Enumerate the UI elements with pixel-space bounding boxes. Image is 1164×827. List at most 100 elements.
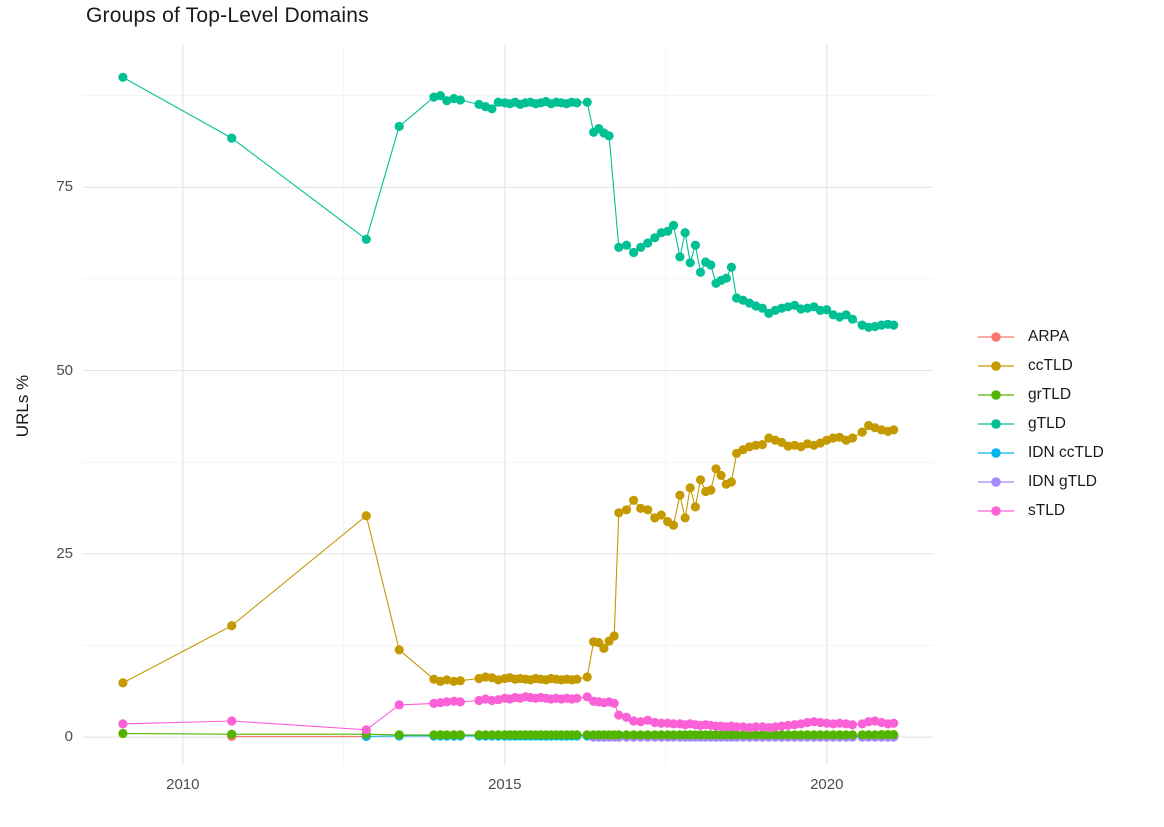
series-point-stld: [668, 719, 679, 729]
series-point-grtld: [764, 730, 774, 740]
series-point-grtld: [394, 730, 404, 740]
x-tick-label-2020: 2020: [810, 776, 844, 793]
series-point-stld: [621, 712, 632, 722]
series-point-gtld: [822, 305, 832, 315]
chart-title: Groups of Top-Level Domains: [86, 4, 369, 27]
y-tick-label-25: 25: [56, 544, 73, 562]
series-point-grtld: [835, 730, 845, 740]
series-point-stld: [455, 697, 465, 707]
series-point-cctld: [675, 490, 685, 500]
series-line-gtld: [122, 76, 894, 328]
y-axis-label: URLs %: [13, 374, 32, 438]
y-tick-label-0: 0: [64, 728, 73, 746]
legend-label-idn-gtld: IDN gTLD: [1028, 472, 1097, 490]
series-point-stld: [732, 722, 742, 732]
legend-label-stld: sTLD: [1028, 501, 1066, 519]
series-point-gtld: [650, 233, 660, 243]
series-point-gtld: [675, 252, 685, 262]
series-point-gtld: [636, 242, 646, 252]
legend-label-idn-cctld: IDN ccTLD: [1028, 443, 1104, 461]
series-point-gtld: [685, 258, 695, 268]
series-point-gtld: [690, 240, 701, 250]
series-point-grtld: [636, 730, 646, 740]
series-point-grtld: [118, 728, 128, 739]
series-point-grtld: [744, 730, 755, 740]
series-point-gtld: [668, 220, 679, 230]
series-point-stld: [442, 697, 452, 707]
series-point-gtld: [643, 238, 653, 248]
series-point-stld: [614, 710, 624, 720]
series-point-grtld: [455, 730, 465, 740]
series-point-grtld: [783, 730, 793, 740]
legend-key-stld-icon: [978, 505, 1014, 516]
series-point-cctld: [706, 485, 716, 495]
series-point-grtld: [493, 730, 503, 740]
legend-item-grtld: grTLD: [974, 380, 1104, 409]
series-point-grtld: [442, 730, 452, 740]
series-point-stld: [636, 717, 646, 727]
series-point-cctld: [582, 672, 592, 682]
series-point-cctld: [455, 676, 465, 686]
series-point-grtld: [822, 730, 832, 740]
series-point-grtld: [828, 730, 838, 740]
series-point-gtld: [757, 303, 768, 313]
series-point-cctld: [629, 495, 639, 505]
legend-label-gtld: gTLD: [1028, 414, 1066, 432]
series-point-grtld: [864, 730, 874, 740]
series-point-grtld: [572, 730, 582, 740]
series-point-cctld: [889, 425, 899, 435]
legend-key-idn-gtld-icon: [978, 476, 1014, 487]
series-point-cctld: [118, 678, 128, 688]
legend-item-stld: sTLD: [974, 496, 1104, 525]
series-point-grtld: [614, 730, 624, 740]
series-point-gtld: [663, 226, 673, 236]
series-point-stld: [629, 716, 639, 726]
series-point-cctld: [685, 483, 695, 493]
legend-item-idn-cctld: IDN ccTLD: [974, 438, 1104, 467]
series-point-cctld: [857, 427, 867, 437]
series-point-gtld: [604, 131, 614, 141]
series-point-cctld: [643, 505, 653, 515]
series-point-stld: [751, 722, 761, 732]
series-point-grtld: [870, 730, 880, 740]
x-tick-label-2015: 2015: [488, 776, 522, 793]
series-point-stld: [656, 718, 666, 728]
series-point-stld: [609, 698, 619, 709]
series-point-gtld: [442, 96, 452, 106]
series-point-cctld: [636, 503, 646, 513]
series-point-gtld: [841, 310, 851, 320]
series-point-stld: [889, 718, 899, 728]
series-point-grtld: [435, 730, 445, 740]
series-point-grtld: [643, 730, 653, 740]
legend-item-idn-gtld: IDN gTLD: [974, 467, 1104, 496]
series-point-gtld: [455, 95, 465, 105]
series-point-stld: [582, 692, 592, 702]
legend-key-cctld-icon: [978, 360, 1014, 371]
series-point-cctld: [599, 643, 609, 654]
series-point-gtld: [621, 240, 632, 250]
series-point-cctld: [394, 645, 404, 655]
series-point-grtld: [889, 730, 899, 740]
series-point-grtld: [480, 730, 491, 740]
series-point-cctld: [690, 502, 701, 512]
series-point-gtld: [361, 234, 371, 244]
x-tick-label-2010: 2010: [166, 776, 200, 793]
series-point-cctld: [572, 674, 582, 684]
series-point-cctld: [847, 433, 858, 443]
legend-item-cctld: ccTLD: [974, 351, 1104, 380]
series-point-gtld: [572, 98, 582, 108]
series-point-stld: [394, 700, 404, 710]
series-point-cctld: [609, 631, 619, 641]
series-point-gtld: [394, 121, 404, 131]
legend-label-grtld: grTLD: [1028, 385, 1072, 403]
series-point-grtld: [487, 730, 497, 740]
series-point-gtld: [614, 242, 624, 252]
series-point-gtld: [695, 267, 706, 277]
series-point-grtld: [738, 730, 748, 740]
series-point-stld: [118, 719, 128, 729]
series-point-grtld: [668, 730, 679, 740]
series-point-grtld: [732, 730, 742, 740]
series-point-grtld: [777, 730, 787, 740]
series-point-grtld: [847, 730, 858, 740]
